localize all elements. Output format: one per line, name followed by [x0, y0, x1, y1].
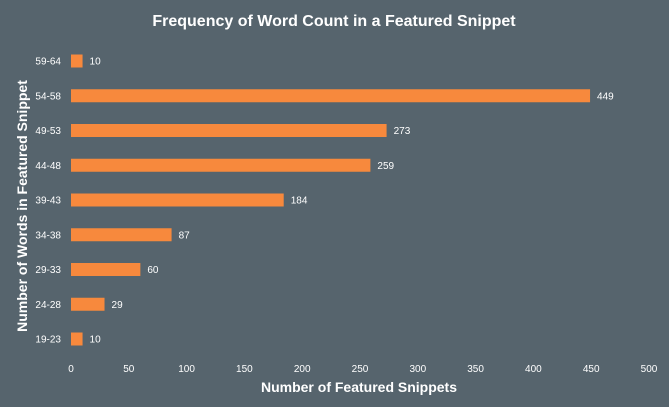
bars-layer: 59-64 10 54-58 449 49-53 273 44-48 259 39-43 184 3… — [35, 54, 614, 346]
x-tick-label: 150 — [236, 364, 253, 375]
bar — [71, 158, 371, 172]
y-tick-label: 34-38 — [35, 230, 61, 241]
x-tick-label: 450 — [583, 364, 600, 375]
y-tick-label: 39-43 — [35, 196, 61, 207]
x-tick-label: 100 — [178, 364, 195, 375]
bar — [71, 54, 83, 68]
y-tick-label: 54-58 — [35, 91, 61, 102]
bar-value-label: 87 — [179, 230, 191, 241]
chart-title: Frequency of Word Count in a Featured Sn… — [152, 13, 516, 30]
bar-value-label: 449 — [597, 91, 614, 102]
bar — [71, 193, 284, 207]
y-tick-label: 59-64 — [35, 57, 61, 68]
bar — [71, 124, 387, 137]
x-tick-layer: 0 50 100 150 200 250 300 350 400 450 500 — [68, 364, 658, 375]
bar — [71, 263, 141, 276]
x-tick-label: 400 — [525, 364, 542, 375]
bar — [71, 332, 83, 346]
bar-value-label: 29 — [112, 300, 124, 311]
y-tick-label: 44-48 — [35, 161, 61, 172]
y-tick-label: 29-33 — [35, 265, 61, 276]
bar-value-label: 10 — [90, 57, 102, 68]
x-tick-label: 0 — [68, 364, 74, 375]
y-tick-label: 49-53 — [35, 126, 61, 137]
y-tick-label: 24-28 — [35, 300, 61, 311]
bar-value-label: 259 — [377, 161, 394, 172]
bar — [71, 297, 105, 311]
x-tick-label: 250 — [352, 364, 369, 375]
x-tick-label: 300 — [409, 364, 426, 375]
bar-value-label: 273 — [394, 126, 411, 137]
y-tick-label: 19-23 — [35, 335, 61, 346]
x-axis-label: Number of Featured Snippets — [261, 379, 457, 395]
x-tick-label: 50 — [123, 364, 135, 375]
bar — [71, 89, 591, 103]
x-tick-label: 500 — [641, 364, 658, 375]
bar — [71, 228, 172, 242]
bar-value-label: 10 — [90, 335, 102, 346]
y-axis-label: Number of Words in Featured Snippet — [14, 80, 30, 332]
x-tick-label: 200 — [294, 364, 311, 375]
bar-value-label: 60 — [147, 265, 159, 276]
bar-value-label: 184 — [291, 196, 308, 207]
x-tick-label: 350 — [467, 364, 484, 375]
